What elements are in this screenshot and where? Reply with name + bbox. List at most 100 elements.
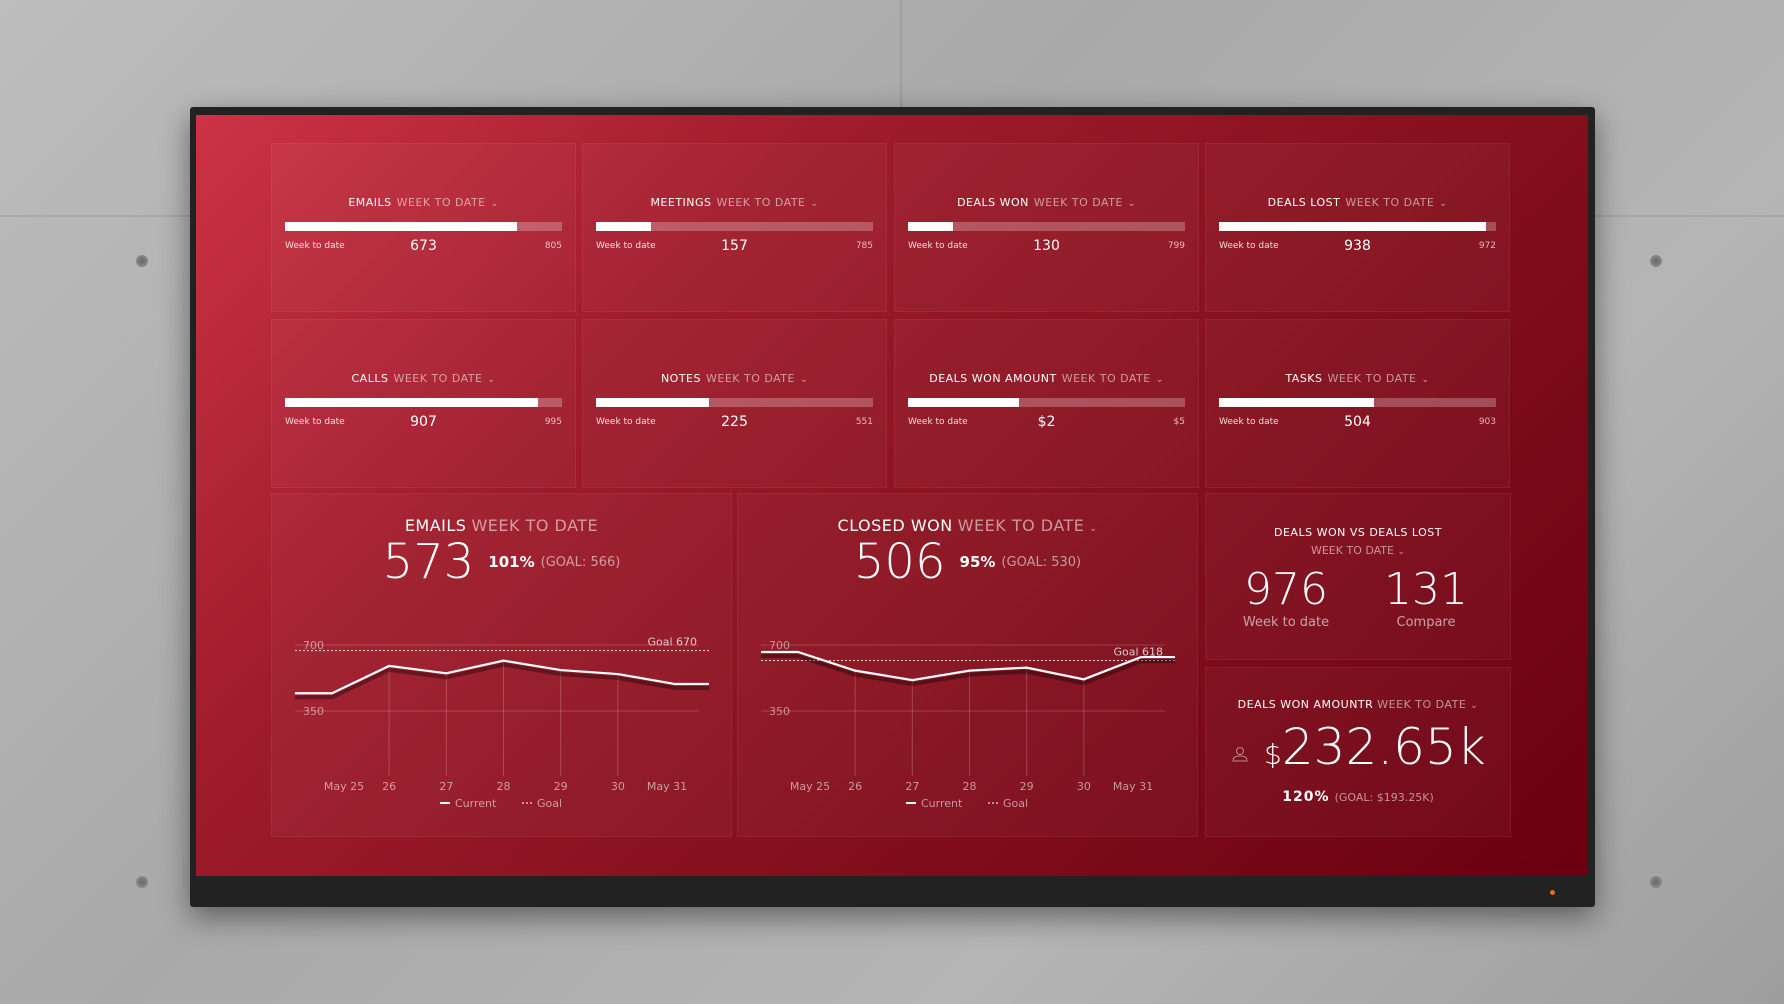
chevron-down-icon[interactable]: ⌄ xyxy=(1127,199,1136,209)
x-tick-label: 26 xyxy=(382,780,396,793)
period-selector[interactable]: WEEK TO DATE xyxy=(1061,372,1151,385)
tile-header[interactable]: DEALS WON AMOUNTR WEEK TO DATE ⌄ xyxy=(1206,698,1510,711)
tile-header[interactable]: CALLS WEEK TO DATE ⌄ xyxy=(272,372,575,385)
progress-bar xyxy=(285,222,562,231)
tile-header[interactable]: DEALS WON WEEK TO DATE ⌄ xyxy=(895,196,1198,209)
tile-header[interactable]: MEETINGS WEEK TO DATE ⌄ xyxy=(583,196,886,209)
progress-value: $2 xyxy=(1037,414,1056,430)
deals-won-amount-tile: DEALS WON AMOUNTR WEEK TO DATE ⌄ $232.65… xyxy=(1205,667,1511,837)
metric-tile-emails: EMAILS WEEK TO DATE ⌄ Week to date 673 805 xyxy=(271,143,576,312)
x-tick-label: 27 xyxy=(439,780,453,793)
progress-bar xyxy=(908,398,1185,407)
progress-fill xyxy=(1219,398,1374,407)
progress-label: Week to date xyxy=(596,241,656,251)
wall-seam xyxy=(0,215,190,217)
x-tick-label: May 31 xyxy=(647,780,687,793)
chevron-down-icon[interactable]: ⌄ xyxy=(490,199,499,209)
period-selector[interactable]: WEEK TO DATE xyxy=(1345,196,1435,209)
tile-header[interactable]: TASKS WEEK TO DATE ⌄ xyxy=(1206,372,1509,385)
metric-value: 506 xyxy=(853,534,946,590)
week-to-date-value: 976 xyxy=(1244,564,1328,615)
progress-label: Week to date xyxy=(908,241,968,251)
metric-tile-tasks: TASKS WEEK TO DATE ⌄ Week to date 504 903 xyxy=(1205,319,1510,488)
period-selector[interactable]: WEEK TO DATE xyxy=(1033,196,1123,209)
period-selector[interactable]: WEEK TO DATE xyxy=(396,196,486,209)
x-tick-label: 30 xyxy=(611,780,625,793)
chevron-down-icon[interactable]: ⌄ xyxy=(1470,701,1479,711)
progress-value: 504 xyxy=(1344,414,1371,430)
chevron-down-icon[interactable]: ⌄ xyxy=(799,375,809,385)
period-selector[interactable]: WEEK TO DATE xyxy=(1377,698,1467,711)
closed-won-chart-tile: CLOSED WON WEEK TO DATE ⌄ 506 95% (GOAL: 530… xyxy=(737,493,1198,837)
metric-tile-deals-lost: DEALS LOST WEEK TO DATE ⌄ Week to date 938… xyxy=(1205,143,1510,312)
line-chart: 700 350 May 25 26 27 28 29 30 May 31 Goal 618 Curr… xyxy=(761,639,1175,810)
progress-label: Week to date xyxy=(285,241,345,251)
goal-text: (GOAL: 530) xyxy=(1001,554,1082,570)
metric-tile-calls: CALLS WEEK TO DATE ⌄ Week to date 907 995 xyxy=(271,319,576,488)
period-selector[interactable]: WEEK TO DATE xyxy=(393,372,483,385)
goal-label: Goal 618 xyxy=(1113,645,1163,658)
period-selector[interactable]: WEEK TO DATE xyxy=(706,372,795,385)
tile-title: CLOSED WON xyxy=(837,516,953,535)
tile-header[interactable]: EMAILS WEEK TO DATE xyxy=(272,516,731,535)
progress-value: 673 xyxy=(410,238,437,254)
wall-seam xyxy=(1595,215,1784,217)
line-chart: 700 350 May 25 26 27 28 29 30 May 31 Goal 670 Curr… xyxy=(295,636,709,810)
tile-title: DEALS WON xyxy=(957,196,1029,209)
tv-monitor: EMAILS WEEK TO DATE ⌄ Week to date 673 805… xyxy=(190,107,1595,907)
wall-bolt xyxy=(1650,876,1662,888)
series-shadow xyxy=(295,662,709,700)
period-selector[interactable]: WEEK TO DATE xyxy=(716,196,806,209)
progress-max: 972 xyxy=(1478,241,1496,251)
metric-tile-meetings: MEETINGS WEEK TO DATE ⌄ Week to date 157 7… xyxy=(582,143,887,312)
compare-label: Compare xyxy=(1396,615,1456,630)
deals-won-vs-lost-tile: DEALS WON VS DEALS LOST WEEK TO DATE ⌄ 9… xyxy=(1205,493,1511,660)
tile-header[interactable]: DEALS WON AMOUNT WEEK TO DATE ⌄ xyxy=(895,372,1198,385)
progress-bar xyxy=(1219,222,1496,231)
tile-header[interactable]: DEALS LOST WEEK TO DATE ⌄ xyxy=(1206,196,1509,209)
tile-header[interactable]: NOTES WEEK TO DATE ⌄ xyxy=(583,372,886,385)
progress-fill xyxy=(908,222,954,231)
y-tick-label: 700 xyxy=(303,639,324,652)
tile-header[interactable]: CLOSED WON WEEK TO DATE ⌄ xyxy=(738,516,1197,535)
y-tick-label: 700 xyxy=(769,639,790,652)
x-tick-label: 29 xyxy=(1020,780,1034,793)
tile-title: EMAILS xyxy=(404,516,467,535)
progress-max: 805 xyxy=(544,241,562,251)
period-selector[interactable]: WEEK TO DATE xyxy=(957,516,1085,535)
tile-title: DEALS WON AMOUNT xyxy=(929,372,1057,385)
legend-goal: Goal xyxy=(537,797,562,810)
chevron-down-icon[interactable]: ⌄ xyxy=(810,199,819,209)
tile-title: TASKS xyxy=(1285,372,1323,385)
period-selector[interactable]: WEEK TO DATE xyxy=(1327,372,1417,385)
goal-text: (GOAL: 566) xyxy=(540,554,621,570)
legend-current: Current xyxy=(921,797,963,810)
tile-title: DEALS WON AMOUNTR xyxy=(1237,698,1374,711)
chevron-down-icon[interactable]: ⌄ xyxy=(1155,375,1164,385)
wall-bolt xyxy=(136,876,148,888)
x-tick-label: 28 xyxy=(963,780,977,793)
period-selector[interactable]: WEEK TO DATE ⌄ xyxy=(1206,544,1510,557)
metric-tile-notes: NOTES WEEK TO DATE ⌄ Week to date 225 551 xyxy=(582,319,887,488)
progress-value: 907 xyxy=(410,414,437,430)
progress-max: $5 xyxy=(1173,417,1185,427)
tile-header[interactable]: EMAILS WEEK TO DATE ⌄ xyxy=(272,196,575,209)
period-selector[interactable]: WEEK TO DATE xyxy=(471,516,599,535)
chevron-down-icon[interactable]: ⌄ xyxy=(1439,199,1448,209)
progress-fill xyxy=(285,222,517,231)
user-icon xyxy=(1232,747,1248,762)
chevron-down-icon[interactable]: ⌄ xyxy=(487,375,496,385)
wall-bolt xyxy=(136,255,148,267)
progress-label: Week to date xyxy=(1219,241,1279,251)
metric-tile-deals-won-amount: DEALS WON AMOUNT WEEK TO DATE ⌄ Week to da… xyxy=(894,319,1199,488)
chevron-down-icon[interactable]: ⌄ xyxy=(1421,375,1430,385)
progress-value: 938 xyxy=(1344,238,1371,254)
goal-percent: 120% xyxy=(1282,789,1330,805)
progress-max: 551 xyxy=(855,417,873,427)
goal-percent: 101% xyxy=(488,553,535,571)
chevron-down-icon[interactable]: ⌄ xyxy=(1089,524,1098,534)
legend-goal: Goal xyxy=(1003,797,1028,810)
x-tick-label: 29 xyxy=(554,780,568,793)
power-led xyxy=(1550,890,1555,895)
dashboard-screen: EMAILS WEEK TO DATE ⌄ Week to date 673 805… xyxy=(196,115,1588,876)
